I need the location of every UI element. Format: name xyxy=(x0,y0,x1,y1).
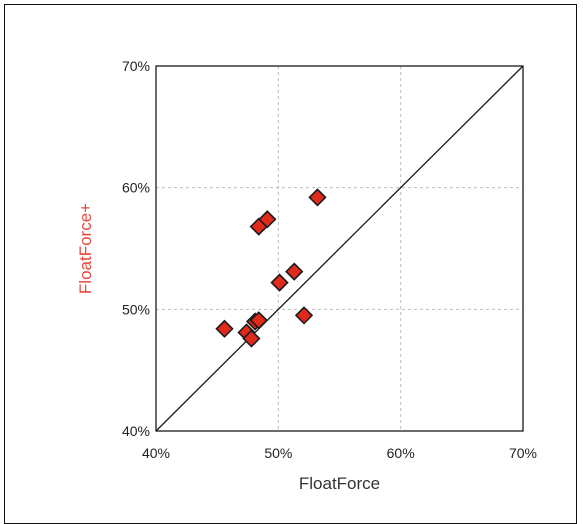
x-tick-label: 60% xyxy=(387,445,415,461)
chart-frame xyxy=(4,4,577,524)
data-point-diamond xyxy=(242,329,261,348)
data-point-diamond xyxy=(249,311,268,330)
y-axis-title: FloatForce+ xyxy=(76,203,95,294)
plot-area-border xyxy=(155,65,524,432)
data-points xyxy=(215,188,327,348)
data-point-diamond xyxy=(270,273,289,292)
x-tick-label: 50% xyxy=(264,445,292,461)
y-axis-ticks: 40% 50% 60% 70% xyxy=(122,58,150,439)
y-tick-label: 50% xyxy=(122,301,150,317)
y-tick-label: 60% xyxy=(122,180,150,196)
data-point-diamond xyxy=(215,319,234,338)
grid-lines xyxy=(156,66,523,431)
x-tick-label: 40% xyxy=(142,445,170,461)
y-tick-label: 70% xyxy=(122,58,150,74)
data-point-diamond xyxy=(258,210,277,229)
diagonal-reference-line xyxy=(155,65,524,432)
data-point-diamond xyxy=(308,188,327,207)
y-tick-label: 40% xyxy=(122,423,150,439)
x-tick-label: 70% xyxy=(509,445,537,461)
data-point-diamond xyxy=(294,306,314,325)
data-point-diamond xyxy=(285,262,304,281)
x-axis-title: FloatForce xyxy=(299,474,380,493)
x-axis-ticks: 40% 50% 60% 70% xyxy=(142,445,537,461)
